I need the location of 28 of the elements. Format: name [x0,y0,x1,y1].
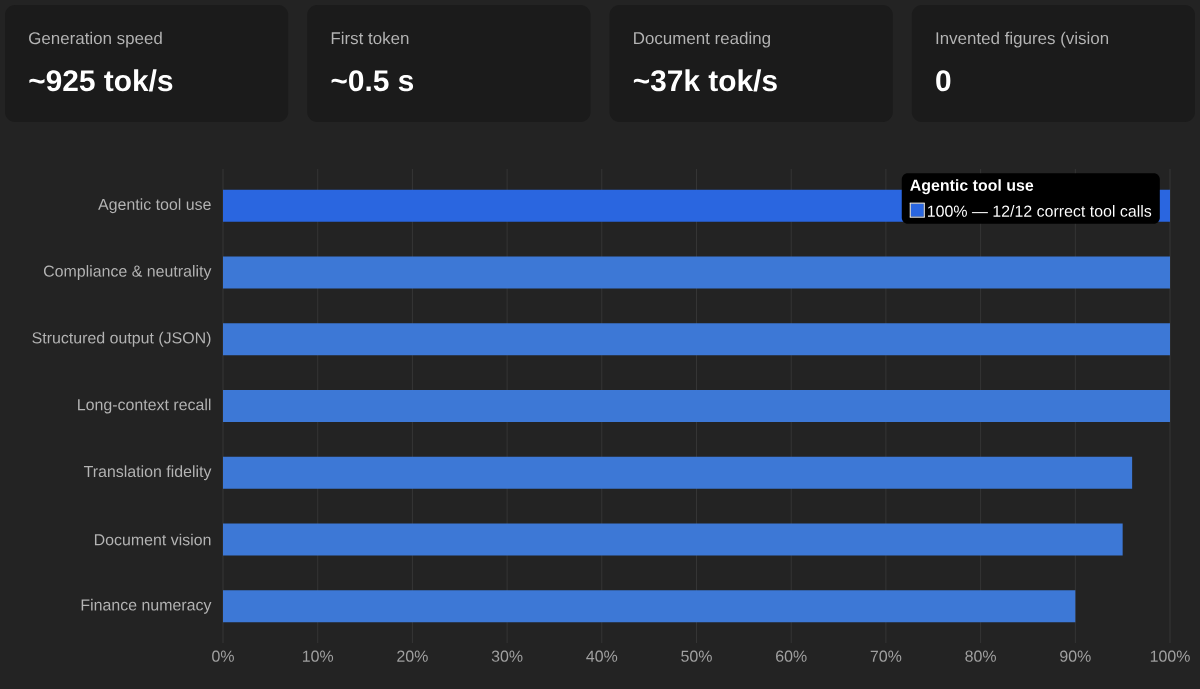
category-label: First token [331,31,409,45]
text: ~37k tok/s [633,69,777,92]
y-tick-label: Translation fidelity [83,465,212,481]
x-tick-label: 40% [586,650,618,662]
text: ~0.5 s [331,70,414,92]
x-tick-label: 90% [1060,650,1091,662]
category-label: Invented figures (vision [936,31,1109,48]
text: ~925 tok/s [29,69,173,92]
y-tick-label: Compliance & neutrality [43,265,212,280]
x-tick-label: 60% [776,650,807,662]
x-tick-label: 80% [965,650,996,662]
category-label: Generation speed [29,31,162,48]
annotation: Agentic tool use [910,179,1034,195]
x-tick-label: 0% [212,650,234,662]
x-tick-label: 50% [681,650,712,662]
x-tick-label: 70% [870,650,902,662]
category-label: Document reading [634,31,770,48]
y-tick-label: Long-context recall [78,398,211,414]
x-tick-label: 100% [1150,650,1190,662]
y-tick-label: Finance numeracy [81,598,212,614]
annotation: 100% — 12/12 correct tool calls [927,205,1152,217]
y-tick-label: Document vision [94,533,211,546]
y-tick-label: Structured output (JSON) [32,331,211,347]
x-tick-label: 30% [491,650,523,662]
text: 0 [936,70,951,92]
x-tick-label: 10% [302,650,334,662]
x-tick-label: 20% [397,650,428,662]
y-tick-label: Agentic tool use [98,198,211,214]
